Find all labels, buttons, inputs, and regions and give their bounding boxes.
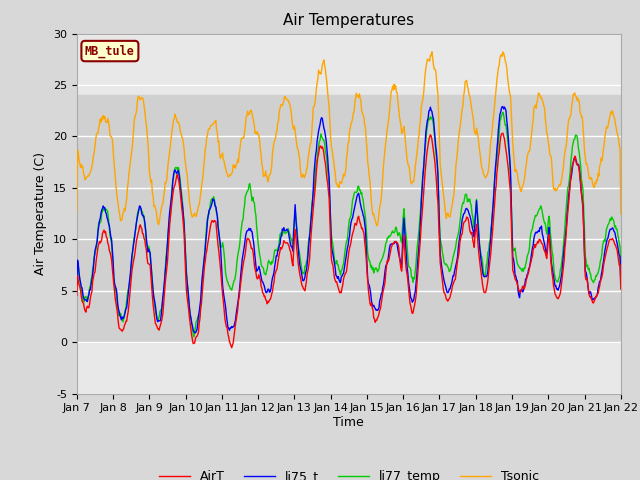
Title: Air Temperatures: Air Temperatures	[284, 13, 414, 28]
Y-axis label: Air Temperature (C): Air Temperature (C)	[35, 152, 47, 275]
Legend: AirT, li75_t, li77_temp, Tsonic: AirT, li75_t, li77_temp, Tsonic	[154, 465, 544, 480]
Text: MB_tule: MB_tule	[85, 44, 135, 58]
Bar	[77, 96, 621, 342]
X-axis label: Time: Time	[333, 416, 364, 429]
